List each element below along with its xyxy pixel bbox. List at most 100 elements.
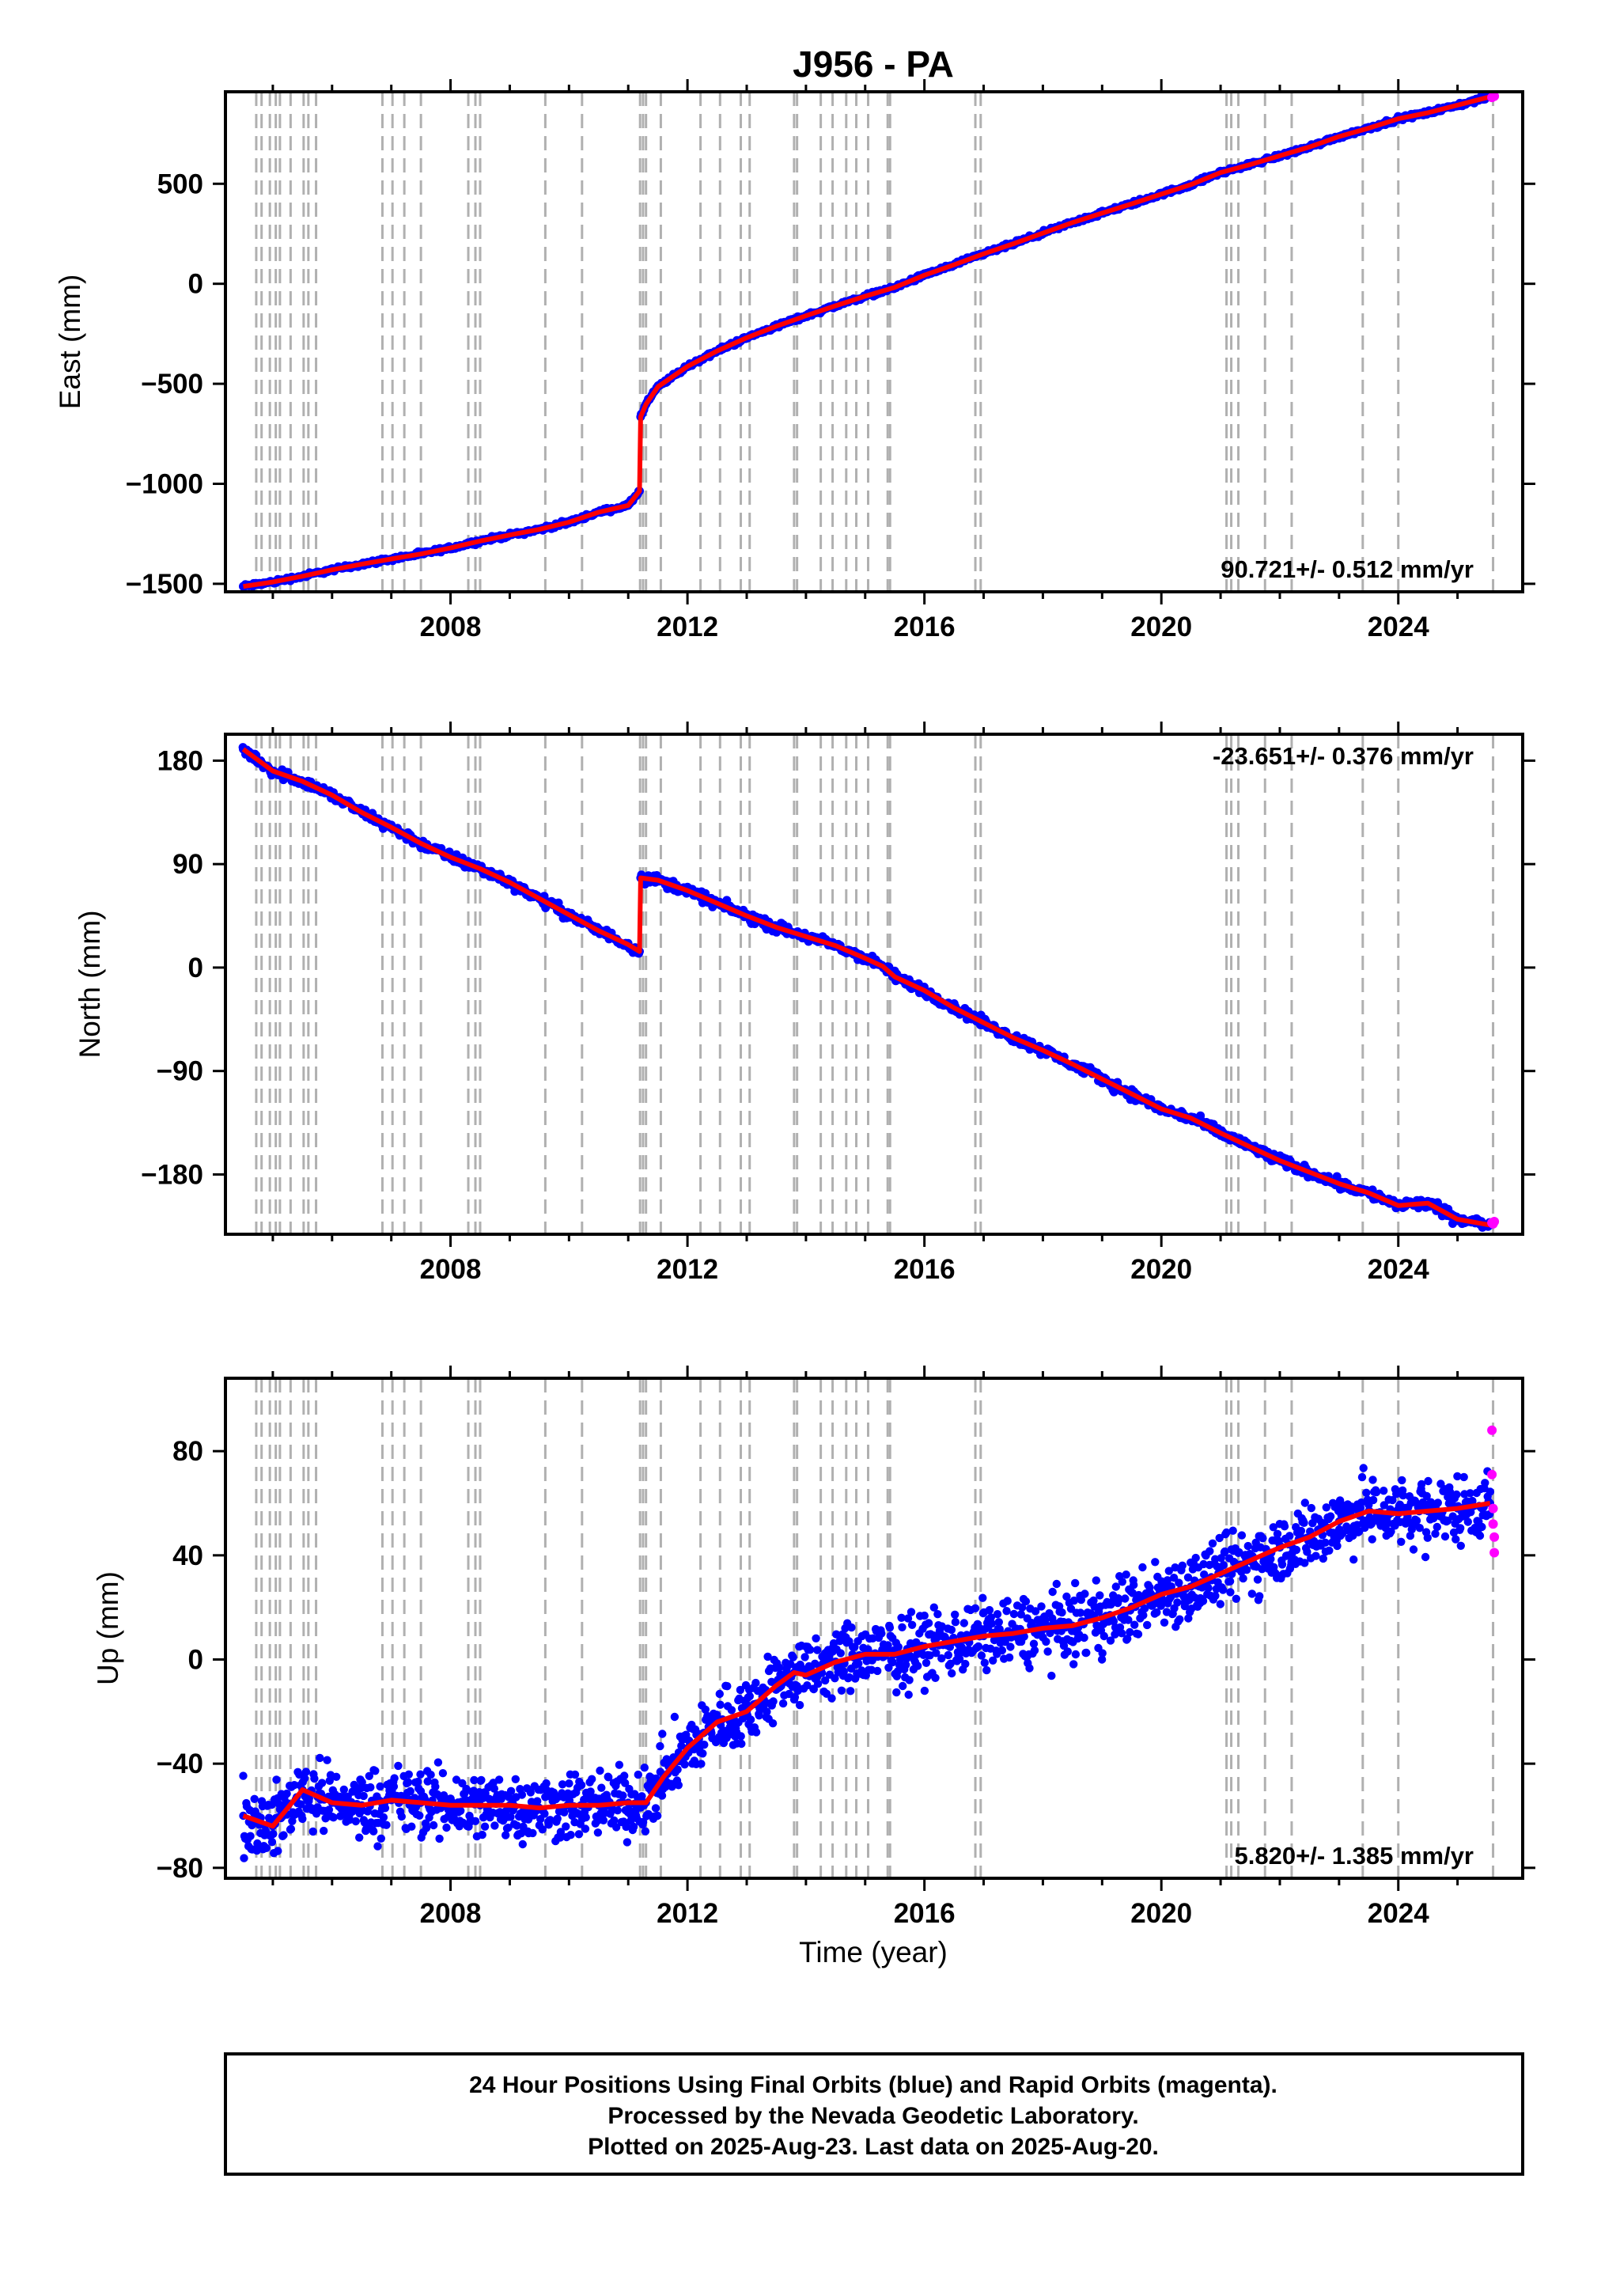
rapid-orbit-point (1487, 1469, 1497, 1480)
final-orbit-point (1169, 1574, 1179, 1582)
final-orbit-point (640, 1764, 649, 1772)
final-orbit-point (745, 1692, 754, 1701)
final-orbit-point (1319, 1554, 1328, 1563)
final-orbit-point (1422, 1491, 1431, 1501)
final-orbit-point (1121, 1594, 1130, 1603)
final-orbit-point (1077, 1595, 1086, 1605)
final-orbit-point (677, 1741, 686, 1750)
final-orbit-point (1167, 1582, 1176, 1591)
final-orbit-point (282, 1789, 291, 1798)
plot-frame (224, 90, 1524, 593)
final-orbit-point (365, 1771, 373, 1780)
final-orbit-point (1239, 1574, 1247, 1583)
y-axis-label: East (mm) (54, 275, 86, 410)
final-orbit-point (540, 1809, 549, 1818)
final-orbit-point (873, 1666, 882, 1676)
final-orbit-point (1198, 1597, 1208, 1605)
plot-frame (224, 733, 1524, 1236)
final-orbit-point (1242, 1566, 1251, 1574)
final-orbit-point (638, 1792, 646, 1801)
final-orbit-point (286, 1824, 296, 1833)
final-orbit-point (1397, 1537, 1406, 1547)
final-orbit-point (1325, 1546, 1334, 1555)
final-orbit-point (1372, 1487, 1381, 1497)
final-orbit-point (240, 1854, 248, 1862)
final-orbit-point (358, 1778, 366, 1786)
final-orbit-point (903, 1614, 913, 1623)
footer-line-3: Plotted on 2025-Aug-23. Last data on 202… (588, 2134, 1159, 2160)
final-orbit-point (1122, 1570, 1130, 1579)
final-orbit-point (1002, 1607, 1011, 1616)
final-orbit-point (301, 1767, 311, 1776)
up-panel: 2008 2012 2016 2020 2024 −80 −40 0 40 80 Up (mm) 5.… (92, 1366, 1535, 1929)
final-orbit-point (1333, 1541, 1342, 1551)
final-orbit-point (920, 1611, 929, 1620)
final-orbit-point (987, 1620, 997, 1628)
final-orbit-point (902, 1661, 910, 1669)
final-orbit-point (262, 1843, 271, 1852)
final-orbit-point (899, 1681, 907, 1691)
final-orbit-point (1208, 1539, 1217, 1548)
final-orbit-point (1359, 1464, 1368, 1472)
final-orbit-point (727, 1706, 736, 1714)
final-orbit-point (619, 1791, 627, 1800)
final-orbit-point (1071, 1578, 1080, 1588)
final-orbit-point (560, 1808, 569, 1817)
final-orbit-point (613, 1806, 622, 1815)
y-tick-label: 500 (157, 169, 203, 199)
final-orbit-point (1417, 1480, 1426, 1489)
final-orbit-point (1253, 1575, 1262, 1584)
final-orbit-point (652, 1774, 660, 1783)
final-orbit-point (980, 1658, 990, 1667)
final-orbit-point (250, 1794, 259, 1803)
final-orbit-point (456, 1806, 465, 1815)
final-orbit-point (1478, 1522, 1486, 1532)
final-orbit-point (297, 1800, 305, 1809)
final-orbit-point (612, 1823, 621, 1832)
model-fit-line (242, 1501, 1491, 1829)
rapid-orbit-point (1488, 1519, 1498, 1529)
final-orbit-point (558, 1780, 567, 1789)
final-orbit-point (426, 1771, 435, 1779)
final-orbit-point (1160, 1618, 1169, 1627)
final-orbit-point (629, 1822, 638, 1832)
final-orbit-point (324, 1805, 334, 1814)
final-orbit-point (345, 1816, 354, 1824)
final-orbit-point (1126, 1627, 1134, 1637)
y-tick-label: −180 (141, 1159, 203, 1190)
final-orbit-point (746, 1715, 755, 1724)
final-orbit-point (961, 1659, 970, 1669)
final-orbit-point (907, 1620, 917, 1629)
final-orbit-point (290, 1781, 299, 1790)
final-orbit-point (610, 1816, 619, 1825)
final-orbit-point (715, 1689, 724, 1699)
final-orbit-point (1001, 1638, 1009, 1646)
y-tick-label: 80 (172, 1436, 203, 1467)
final-orbit-point (528, 1828, 537, 1838)
final-orbit-point (477, 1775, 486, 1785)
final-orbit-point (1178, 1561, 1187, 1570)
final-orbit-point (884, 1641, 892, 1650)
final-orbit-point (366, 1783, 375, 1792)
final-orbit-point (755, 1711, 763, 1720)
plot-frame (224, 1377, 1524, 1880)
final-orbit-point (438, 1769, 448, 1778)
final-orbit-point (657, 1791, 667, 1800)
final-orbit-point (1016, 1610, 1026, 1619)
final-orbit-point (955, 1654, 964, 1664)
final-orbit-point (1415, 1524, 1425, 1533)
final-orbit-point (339, 1785, 348, 1794)
final-orbit-point (1063, 1647, 1073, 1656)
final-orbit-point (533, 1797, 542, 1805)
final-orbit-point (1171, 1563, 1179, 1572)
final-orbit-point (673, 1765, 682, 1774)
final-orbit-point (641, 1827, 650, 1836)
final-orbit-point (674, 1781, 683, 1790)
final-orbit-point (1204, 1584, 1213, 1593)
final-orbit-point (892, 1688, 901, 1697)
final-orbit-point (1003, 1597, 1012, 1605)
final-orbit-point (431, 1783, 440, 1791)
y-tick-label: −90 (157, 1056, 203, 1087)
final-orbit-point (359, 1791, 368, 1801)
final-orbit-point (429, 1821, 438, 1830)
